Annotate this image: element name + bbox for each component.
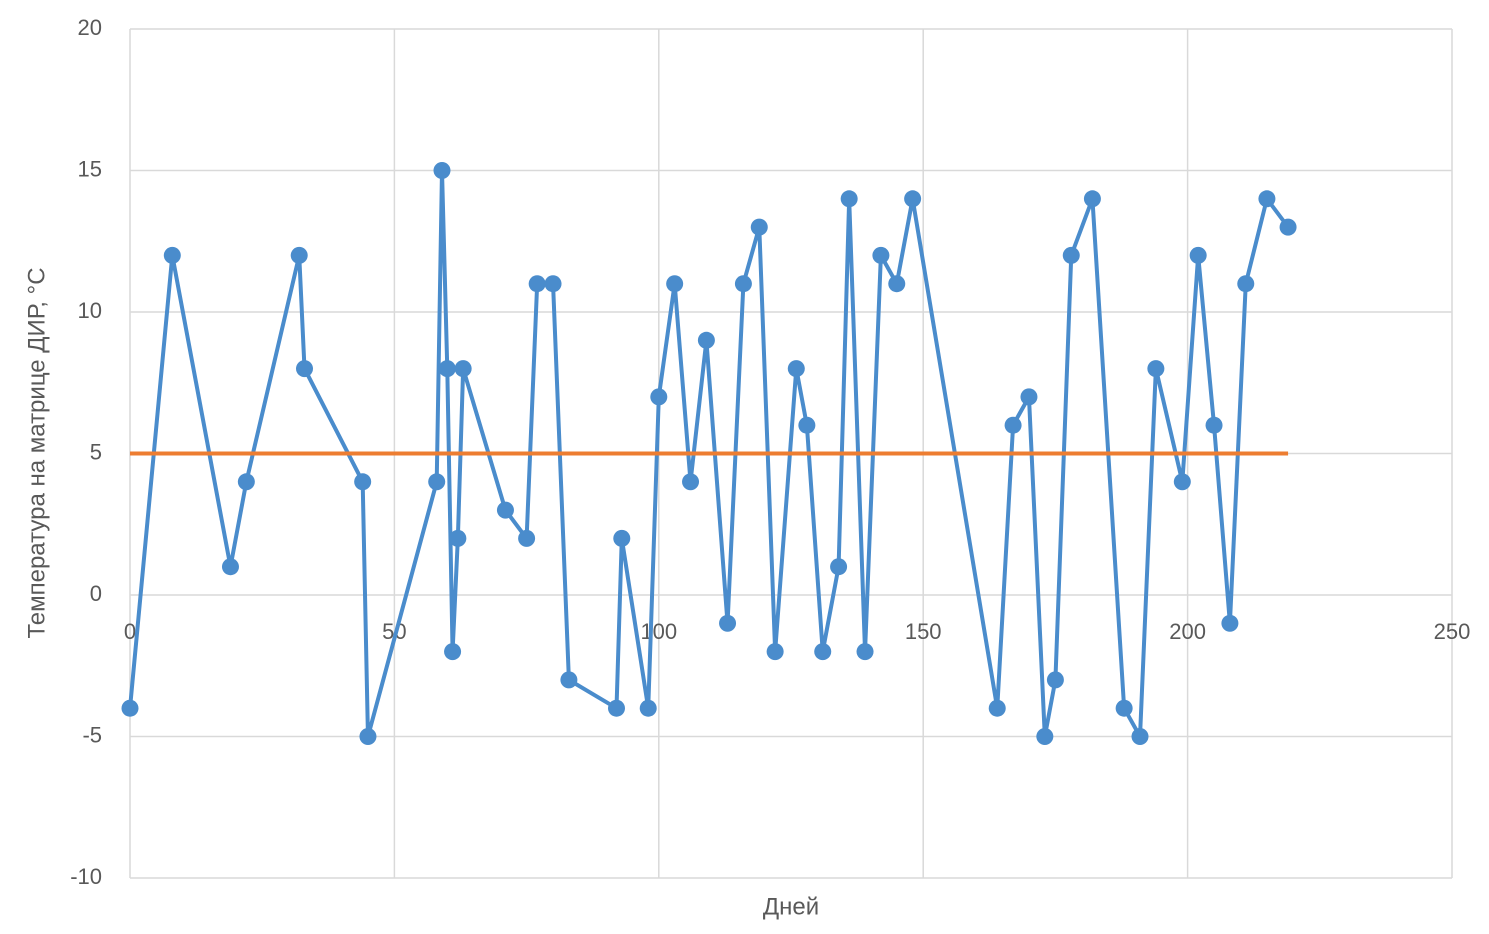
marker (359, 728, 377, 745)
x-tick-label: 100 (640, 619, 677, 644)
marker (888, 275, 906, 293)
marker (1131, 728, 1149, 745)
marker (1020, 388, 1038, 406)
y-tick-label: 10 (78, 298, 102, 323)
marker (1004, 416, 1022, 434)
marker (1083, 190, 1101, 208)
marker (666, 275, 684, 293)
marker (544, 275, 562, 293)
marker (454, 360, 472, 378)
marker (1173, 473, 1191, 491)
marker (296, 360, 314, 378)
marker (814, 643, 832, 661)
marker (607, 699, 625, 717)
marker (1279, 218, 1297, 236)
y-axis-label: Температура на матрице ДИР, °С (23, 267, 50, 638)
marker (830, 558, 848, 576)
y-tick-label: 5 (90, 439, 102, 464)
x-tick-label: 200 (1169, 619, 1206, 644)
marker (560, 671, 578, 689)
x-tick-label: 250 (1434, 619, 1471, 644)
y-tick-label: 20 (78, 15, 102, 40)
marker (518, 529, 536, 547)
marker (650, 388, 668, 406)
marker (290, 246, 308, 264)
marker (787, 360, 805, 378)
marker (1237, 275, 1255, 293)
marker (750, 218, 768, 236)
marker (1115, 699, 1133, 717)
marker (1205, 416, 1223, 434)
marker (496, 501, 514, 519)
x-tick-label: 0 (124, 619, 136, 644)
marker (766, 643, 784, 661)
marker (237, 473, 255, 491)
marker (734, 275, 752, 293)
marker (428, 473, 446, 491)
marker (121, 699, 139, 717)
y-tick-label: -5 (82, 722, 102, 747)
marker (444, 643, 462, 661)
marker (1147, 360, 1165, 378)
marker (840, 190, 858, 208)
marker (872, 246, 890, 264)
marker (449, 529, 467, 547)
marker (856, 643, 874, 661)
marker (1036, 728, 1054, 745)
marker (697, 331, 715, 349)
marker (528, 275, 546, 293)
marker (1258, 190, 1276, 208)
y-tick-label: -10 (70, 864, 102, 889)
marker (354, 473, 372, 491)
marker (1189, 246, 1207, 264)
marker (1046, 671, 1064, 689)
x-axis-label: Дней (763, 893, 819, 920)
marker (163, 246, 181, 264)
marker (639, 699, 657, 717)
series-line (128, 168, 1290, 739)
marker (1062, 246, 1080, 264)
marker (682, 473, 700, 491)
marker (433, 162, 451, 179)
marker (719, 614, 737, 632)
marker (798, 416, 816, 434)
marker (438, 360, 456, 378)
marker (904, 190, 922, 208)
marker (988, 699, 1006, 717)
marker (613, 529, 631, 547)
marker (1221, 614, 1239, 632)
marker (221, 558, 239, 576)
y-tick-label: 15 (78, 156, 102, 181)
x-tick-label: 150 (905, 619, 942, 644)
y-tick-label: 0 (90, 581, 102, 606)
